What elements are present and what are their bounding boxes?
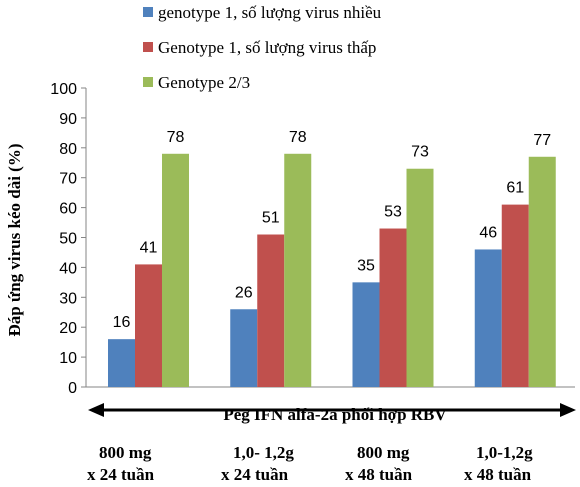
bar	[352, 282, 380, 387]
arrow-head-right	[560, 403, 576, 417]
y-tick-label: 0	[68, 380, 77, 397]
legend-label: Genotype 2/3	[158, 73, 250, 92]
data-label: 78	[289, 129, 307, 146]
bar	[406, 168, 434, 387]
bars	[108, 153, 556, 387]
data-label: 51	[262, 210, 280, 227]
bar	[162, 153, 189, 387]
data-label: 26	[235, 284, 253, 301]
legend-swatch	[143, 77, 153, 87]
y-tick-label: 90	[59, 111, 77, 128]
data-label: 73	[411, 144, 429, 161]
arrow-head-left	[88, 403, 104, 417]
legend-label: genotype 1, số lượng virus nhiều	[158, 3, 382, 22]
legend-swatch	[143, 7, 153, 17]
y-tick-label: 20	[59, 320, 77, 337]
category-label: 1,0- 1,2g	[233, 443, 294, 462]
bar	[108, 339, 135, 387]
data-label: 61	[506, 180, 524, 197]
y-tick-label: 40	[59, 260, 77, 277]
y-tick-label: 60	[59, 201, 77, 218]
y-tick-label: 30	[59, 290, 77, 307]
y-tick-label: 50	[59, 231, 77, 248]
x-axis-label: Peg IFN alfa-2a phối hợp RBV	[223, 405, 447, 424]
bar	[135, 264, 162, 387]
y-tick-label: 80	[59, 141, 77, 158]
legend-label: Genotype 1, số lượng virus thấp	[158, 38, 376, 57]
category-label: x 24 tuần	[87, 465, 155, 482]
x-axis-arrow	[88, 403, 576, 417]
legend: genotype 1, số lượng virus nhiều Genotype…	[143, 3, 382, 92]
y-axis-label: Đáp ứng virus kéo dài (%)	[5, 144, 24, 337]
bar	[379, 228, 407, 387]
bar	[230, 309, 258, 387]
data-label: 16	[113, 314, 131, 331]
bar	[501, 204, 529, 387]
y-tick-label: 70	[59, 171, 77, 188]
data-labels: 16 26 35 46 41 51 53 61 78 78 73 77	[113, 129, 552, 331]
data-label: 53	[384, 204, 402, 221]
category-labels: 800 mg x 24 tuần 1,0- 1,2g x 24 tuần 800 mg x…	[87, 443, 533, 484]
y-axis: 0 10 20 30 40 50 60 70 80 90 100	[50, 81, 575, 397]
data-label: 35	[357, 257, 375, 274]
category-label: 800 mg	[357, 443, 410, 462]
category-label: x 48 tuần	[464, 465, 532, 482]
bar	[257, 234, 285, 387]
legend-swatch	[143, 42, 153, 52]
category-label: 1,0-1,2g	[476, 443, 533, 462]
bar	[528, 156, 556, 387]
y-tick-label: 100	[50, 81, 77, 98]
category-label: x 24 tuần	[221, 465, 289, 482]
data-label: 41	[140, 239, 158, 256]
y-tick-label: 10	[59, 350, 77, 367]
data-label: 46	[479, 224, 497, 241]
data-label: 77	[533, 132, 551, 149]
category-label: x 48 tuần	[345, 465, 413, 482]
bar	[284, 153, 312, 387]
category-label: 800 mg	[99, 443, 152, 462]
data-label: 78	[167, 129, 185, 146]
bar	[474, 249, 502, 387]
